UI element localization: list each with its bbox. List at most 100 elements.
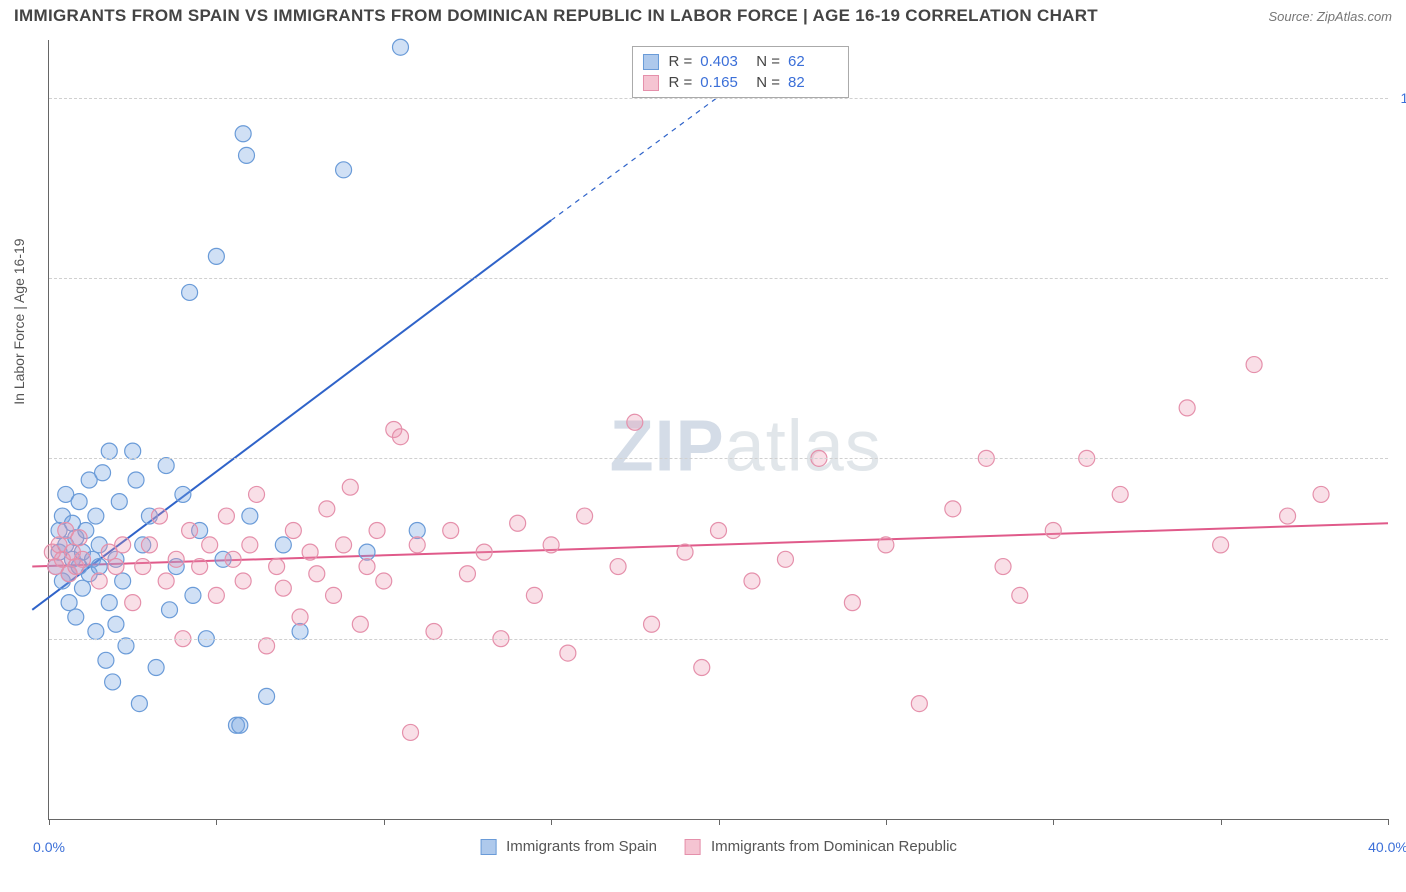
data-point xyxy=(526,587,542,603)
data-point xyxy=(182,522,198,538)
legend-label-spain: Immigrants from Spain xyxy=(506,838,657,855)
data-point xyxy=(74,580,90,596)
n-prefix: N = xyxy=(756,74,780,91)
data-point xyxy=(148,660,164,676)
data-point xyxy=(158,573,174,589)
data-point xyxy=(443,522,459,538)
scatter-plot-area: In Labor Force | Age 16-19 ZIPatlas R = … xyxy=(48,40,1388,820)
data-point xyxy=(275,580,291,596)
x-tick xyxy=(1388,819,1389,825)
data-point xyxy=(1112,486,1128,502)
data-point xyxy=(125,595,141,611)
data-point xyxy=(118,638,134,654)
swatch-spain-icon xyxy=(642,54,658,70)
data-point xyxy=(88,623,104,639)
legend-row-spain: R = 0.403 N = 62 xyxy=(642,51,838,72)
data-point xyxy=(285,522,301,538)
data-point xyxy=(242,537,258,553)
n-value-spain: 62 xyxy=(788,53,838,70)
data-point xyxy=(108,616,124,632)
data-point xyxy=(162,602,178,618)
data-point xyxy=(577,508,593,524)
title-bar: IMMIGRANTS FROM SPAIN VS IMMIGRANTS FROM… xyxy=(0,0,1406,34)
legend-item-spain: Immigrants from Spain xyxy=(480,838,657,855)
x-tick xyxy=(886,819,887,825)
data-point xyxy=(91,573,107,589)
data-point xyxy=(878,537,894,553)
data-point xyxy=(476,544,492,560)
r-value-spain: 0.403 xyxy=(700,53,750,70)
correlation-legend: R = 0.403 N = 62 R = 0.165 N = 82 xyxy=(631,46,849,98)
source-attribution: Source: ZipAtlas.com xyxy=(1268,9,1392,24)
data-point xyxy=(175,486,191,502)
data-point xyxy=(1313,486,1329,502)
data-point xyxy=(71,494,87,510)
data-point xyxy=(403,724,419,740)
data-point xyxy=(694,660,710,676)
data-point xyxy=(510,515,526,531)
data-point xyxy=(342,479,358,495)
x-tick-label: 40.0% xyxy=(1368,839,1406,855)
data-point xyxy=(543,537,559,553)
data-point xyxy=(269,559,285,575)
data-point xyxy=(309,566,325,582)
data-point xyxy=(459,566,475,582)
data-point xyxy=(392,429,408,445)
data-point xyxy=(610,559,626,575)
data-point xyxy=(235,573,251,589)
data-point xyxy=(292,623,308,639)
data-point xyxy=(259,638,275,654)
data-point xyxy=(249,486,265,502)
legend-row-dr: R = 0.165 N = 82 xyxy=(642,72,838,93)
swatch-spain-icon xyxy=(480,839,496,855)
data-point xyxy=(677,544,693,560)
data-point xyxy=(202,537,218,553)
data-point xyxy=(95,465,111,481)
data-point xyxy=(232,717,248,733)
data-point xyxy=(627,414,643,430)
data-point xyxy=(426,623,442,639)
data-point xyxy=(644,616,660,632)
gridline xyxy=(49,639,1388,640)
data-point xyxy=(409,537,425,553)
data-point xyxy=(108,559,124,575)
r-prefix: R = xyxy=(668,53,692,70)
data-point xyxy=(911,696,927,712)
data-point xyxy=(336,537,352,553)
data-point xyxy=(101,443,117,459)
data-point xyxy=(352,616,368,632)
r-value-dr: 0.165 xyxy=(700,74,750,91)
data-point xyxy=(168,551,184,567)
series-legend: Immigrants from Spain Immigrants from Do… xyxy=(480,838,957,855)
data-point xyxy=(292,609,308,625)
data-point xyxy=(125,443,141,459)
data-point xyxy=(98,652,114,668)
x-tick xyxy=(719,819,720,825)
data-point xyxy=(392,39,408,55)
legend-label-dr: Immigrants from Dominican Republic xyxy=(711,838,957,855)
data-point xyxy=(185,587,201,603)
data-point xyxy=(218,508,234,524)
data-point xyxy=(945,501,961,517)
data-point xyxy=(319,501,335,517)
data-point xyxy=(1280,508,1296,524)
data-point xyxy=(359,559,375,575)
data-point xyxy=(326,587,342,603)
data-point xyxy=(115,537,131,553)
data-point xyxy=(225,551,241,567)
data-point xyxy=(105,674,121,690)
data-point xyxy=(242,508,258,524)
data-point xyxy=(1246,357,1262,373)
data-point xyxy=(1045,522,1061,538)
data-point xyxy=(71,530,87,546)
data-point xyxy=(1213,537,1229,553)
x-tick xyxy=(1221,819,1222,825)
data-point xyxy=(68,609,84,625)
data-point xyxy=(239,147,255,163)
data-point xyxy=(844,595,860,611)
data-point xyxy=(128,472,144,488)
data-point xyxy=(302,544,318,560)
data-point xyxy=(560,645,576,661)
data-point xyxy=(711,522,727,538)
swatch-dr-icon xyxy=(685,839,701,855)
